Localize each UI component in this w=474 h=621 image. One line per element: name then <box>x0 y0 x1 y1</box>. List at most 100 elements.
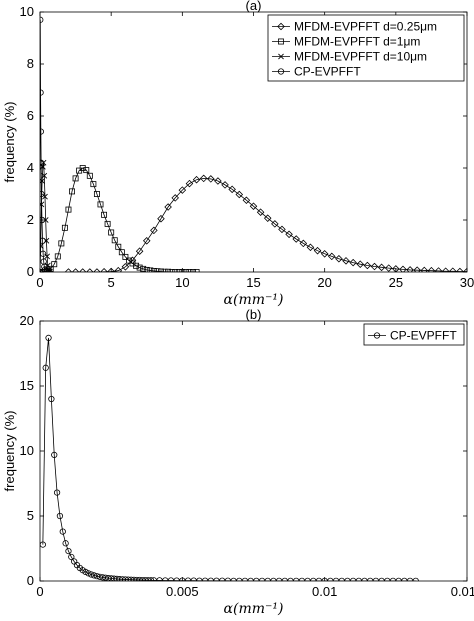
data-point-a-0-12 <box>150 226 158 235</box>
data-point-a-1-17 <box>97 201 104 208</box>
data-point-b-0-18 <box>90 572 98 579</box>
legend-label-a-2: MFDM-EVPFFT d=10μm <box>294 50 427 64</box>
data-point-a-1-34 <box>158 268 164 272</box>
x-tick-label-a-5: 25 <box>389 275 403 290</box>
data-point-a-1-14 <box>86 172 93 179</box>
data-point-a-0-35 <box>313 246 322 255</box>
legend-marker-a-2 <box>278 53 284 60</box>
data-point-a-0-19 <box>199 174 208 183</box>
data-point-b-0-6 <box>56 512 64 520</box>
data-point-a-1-20 <box>108 229 115 236</box>
data-point-a-0-40 <box>349 258 357 267</box>
data-point-b-0-15 <box>82 568 89 576</box>
data-point-a-1-35 <box>161 268 168 272</box>
data-point-a-1-18 <box>101 211 108 218</box>
data-point-b-0-7 <box>59 528 66 535</box>
data-point-a-0-18 <box>192 175 201 184</box>
x-tick-label-a-3: 15 <box>246 275 260 290</box>
series-b-0 <box>40 334 419 581</box>
data-point-a-0-44 <box>377 263 386 272</box>
data-point-a-1-41 <box>182 269 189 272</box>
data-point-a-0-28 <box>263 214 272 222</box>
data-point-a-3-7 <box>40 237 46 244</box>
x-tick-label-b-3: 0.015 <box>451 584 474 599</box>
data-point-b-0-4 <box>51 451 58 459</box>
data-point-a-0-47 <box>399 265 407 272</box>
y-tick-label-b-4: 20 <box>20 313 34 328</box>
data-point-a-0-53 <box>441 267 450 272</box>
data-point-a-3-4 <box>40 159 45 166</box>
data-point-a-0-2 <box>78 268 87 272</box>
data-point-a-2-7 <box>42 193 48 200</box>
data-point-a-0-20 <box>207 175 215 183</box>
data-point-a-0-52 <box>434 267 443 272</box>
data-point-a-0-22 <box>221 181 229 189</box>
plot-area-b <box>40 334 419 581</box>
legend-label-a-1: MFDM-EVPFFT d=1μm <box>294 35 420 49</box>
data-point-a-1-30 <box>143 266 150 272</box>
data-point-a-1-16 <box>93 191 100 197</box>
data-point-a-0-49 <box>413 266 421 272</box>
legend-box-b <box>363 323 465 346</box>
data-point-a-1-6 <box>58 240 65 247</box>
data-point-b-0-16 <box>85 570 92 577</box>
data-point-a-0-56 <box>463 267 467 272</box>
data-point-a-0-37 <box>328 252 336 261</box>
legend-label-a-0: MFDM-EVPFFT d=0.25μm <box>294 20 437 34</box>
data-point-a-2-14 <box>47 269 53 272</box>
y-tick-label-a-3: 6 <box>27 108 34 123</box>
y-tick-label-b-2: 10 <box>20 443 34 458</box>
data-point-a-0-17 <box>185 179 194 188</box>
data-point-a-1-10 <box>72 175 79 182</box>
data-point-a-0-0 <box>64 268 73 272</box>
data-point-a-1-9 <box>69 188 75 195</box>
data-point-a-0-24 <box>235 190 244 199</box>
chart-title-b: (b) <box>246 307 262 322</box>
data-point-a-2-0 <box>40 269 43 272</box>
data-point-a-0-7 <box>114 266 123 272</box>
data-point-a-1-33 <box>154 268 161 272</box>
data-point-a-0-41 <box>356 260 365 268</box>
data-point-a-1-13 <box>83 167 90 174</box>
data-point-a-1-22 <box>115 243 122 250</box>
data-point-a-0-27 <box>256 208 265 216</box>
data-point-a-0-1 <box>71 268 80 272</box>
data-point-a-1-43 <box>190 269 196 272</box>
data-point-b-0-1 <box>42 364 49 371</box>
data-point-b-0-5 <box>53 489 61 496</box>
data-point-b-0-85 <box>412 577 419 581</box>
data-point-a-0-31 <box>285 230 293 239</box>
data-point-a-3-10 <box>41 263 48 270</box>
data-point-a-1-39 <box>175 269 182 272</box>
x-tick-label-a-0: 0 <box>36 275 43 290</box>
data-point-a-1-40 <box>179 269 186 272</box>
plot-area-a <box>40 16 467 272</box>
data-point-a-1-32 <box>150 267 157 272</box>
data-point-a-3-6 <box>40 216 46 224</box>
chart-title-a: (a) <box>246 0 262 13</box>
legend-marker-a-1 <box>278 38 284 45</box>
data-point-a-0-36 <box>320 250 329 258</box>
data-point-a-0-46 <box>392 265 400 272</box>
data-point-a-1-36 <box>165 268 172 272</box>
data-point-a-0-25 <box>242 196 251 205</box>
x-tick-label-a-6: 30 <box>460 275 474 290</box>
data-point-a-3-5 <box>40 190 45 198</box>
chart-panel-a: (a) 0 5 10 15 20 25 30 0 2 4 6 8 10 α(mm⁻¹) frequency (… <box>2 0 474 308</box>
data-point-a-1-21 <box>111 237 118 244</box>
data-point-a-0-29 <box>271 220 279 228</box>
data-point-a-1-44 <box>193 269 200 272</box>
series-line-a-3 <box>40 19 49 272</box>
data-point-a-1-37 <box>168 269 175 272</box>
y-axis-label-a: frequency (%) <box>2 102 17 183</box>
y-tick-label-a-2: 4 <box>27 160 34 175</box>
data-point-b-0-10 <box>68 553 75 561</box>
data-point-a-0-33 <box>299 239 308 248</box>
x-tick-label-b-1: 0.005 <box>166 584 199 599</box>
data-point-a-3-14 <box>45 268 52 272</box>
series-a-0 <box>64 174 467 272</box>
data-point-a-0-51 <box>427 266 436 272</box>
series-line-a-1 <box>40 167 197 272</box>
